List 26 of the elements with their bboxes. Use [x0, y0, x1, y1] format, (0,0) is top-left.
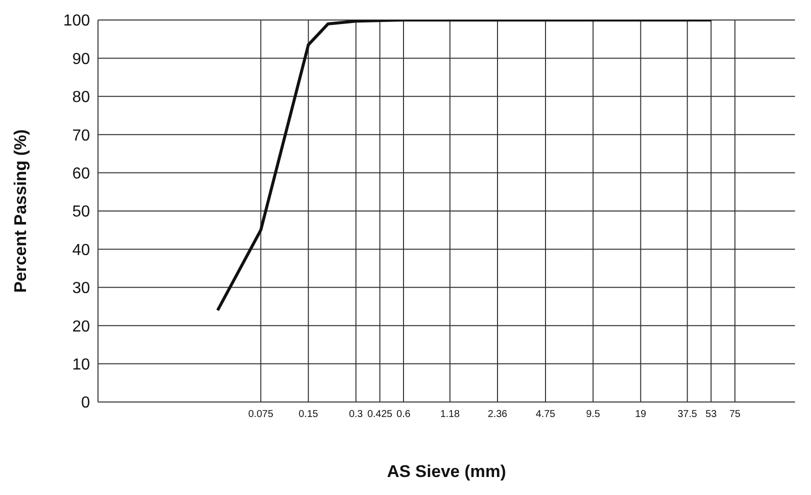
y-axis-title: Percent Passing (%) — [11, 129, 30, 293]
y-tick-label: 70 — [72, 127, 90, 144]
y-tick-label: 30 — [72, 280, 90, 298]
y-tick-label: 100 — [63, 12, 90, 30]
y-tick-label: 60 — [72, 165, 90, 182]
y-tick-label: 40 — [72, 242, 90, 259]
y-tick-label: 80 — [72, 89, 90, 106]
y-tick-label: 0 — [81, 394, 90, 412]
y-tick-label: 90 — [72, 50, 90, 68]
x-axis-title: AS Sieve (mm) — [386, 462, 506, 481]
x-tick-label: 53 — [706, 409, 718, 420]
x-tick-label: 0.15 — [298, 409, 319, 420]
y-tick-label: 20 — [72, 318, 90, 336]
x-tick-label: 19 — [635, 409, 647, 420]
x-tick-label: 0.425 — [367, 409, 393, 420]
x-tick-label: 9.5 — [586, 409, 600, 420]
x-tick-label: 75 — [729, 409, 741, 420]
x-tick-label: 2.36 — [488, 409, 508, 420]
y-tick-label: 50 — [72, 204, 90, 221]
x-tick-label: 0.3 — [348, 409, 364, 420]
y-tick-label: 10 — [72, 356, 90, 374]
x-tick-label: 0.075 — [248, 409, 274, 420]
x-tick-label: 0.6 — [396, 409, 411, 420]
x-tick-label: 37.5 — [678, 409, 698, 420]
x-tick-label: 1.18 — [440, 409, 460, 420]
x-tick-label: 4.75 — [536, 409, 556, 420]
